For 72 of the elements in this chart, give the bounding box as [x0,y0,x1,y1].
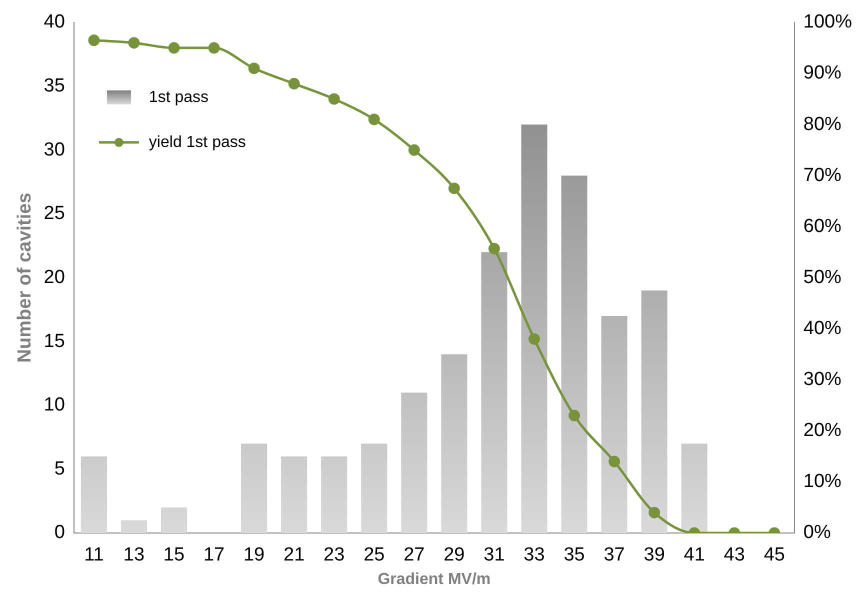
point [448,182,460,194]
point [88,34,100,46]
point [648,506,660,518]
legend-label: yield 1st pass [148,134,246,151]
x-tick-label: 29 [444,544,465,566]
bar [80,456,107,533]
point [488,242,500,254]
x-tick-label: 25 [364,544,385,566]
point [328,93,340,105]
point [248,62,260,74]
x-tick-label: 31 [484,544,505,566]
point [528,333,540,345]
y2-tick-label: 90% [803,62,842,84]
point [408,144,420,156]
y-tick-label: 35 [44,75,65,96]
bar [481,252,508,533]
x-tick-label: 21 [284,544,305,566]
x-tick-label: 13 [123,544,145,566]
point [568,410,580,422]
y2-tick-label: 10% [803,471,842,492]
y2-tick-label: 80% [803,114,842,135]
y2-tick-label: 50% [803,266,842,288]
point [208,42,220,54]
bar [561,176,588,533]
bar [120,520,147,533]
x-tick-label: 33 [524,544,545,566]
y-axis-title: Number of cavities [14,192,36,363]
y-tick-label: 30 [44,139,65,160]
bar [681,444,708,533]
bar [641,290,668,533]
x-tick-label: 39 [644,544,665,566]
y-tick-label: 10 [44,394,65,416]
point [608,456,620,468]
bar [361,444,388,533]
bar [401,392,428,533]
y2-tick-label: 0% [803,522,831,544]
y-tick-label: 15 [44,330,65,352]
bar [601,316,628,533]
x-tick-label: 23 [324,544,345,566]
x-tick-label: 11 [84,544,104,566]
bar [521,124,548,533]
x-tick-label: 15 [163,544,185,566]
x-tick-label: 37 [604,544,625,566]
point [168,42,180,54]
y2-tick-label: 100% [803,12,852,33]
y-tick-label: 40 [44,12,65,33]
x-tick-label: 17 [203,544,225,566]
bar [160,507,188,533]
x-tick-label: 45 [764,544,785,566]
y-tick-label: 0 [54,522,65,544]
x-axis-title: Gradient MV/m [378,570,491,588]
point [288,78,300,90]
x-tick-label: 27 [404,544,425,566]
x-tick-label: 19 [243,544,265,566]
bar [281,456,308,533]
y2-tick-label: 20% [803,420,842,442]
y2-tick-label: 40% [803,318,842,339]
x-tick-label: 43 [724,544,745,566]
bar [321,456,348,533]
y-tick-label: 25 [44,203,65,224]
y-tick-label: 5 [54,458,65,480]
x-tick-label: 35 [564,544,585,566]
y-tick-label: 20 [44,266,65,288]
y2-tick-label: 60% [803,216,842,237]
bar [241,444,268,533]
point [368,114,380,126]
bar [441,354,468,533]
y2-tick-label: 30% [803,369,842,390]
point [128,37,140,49]
legend-label: 1st pass [148,88,209,106]
x-tick-label: 41 [684,544,705,566]
y2-tick-label: 70% [803,164,842,186]
